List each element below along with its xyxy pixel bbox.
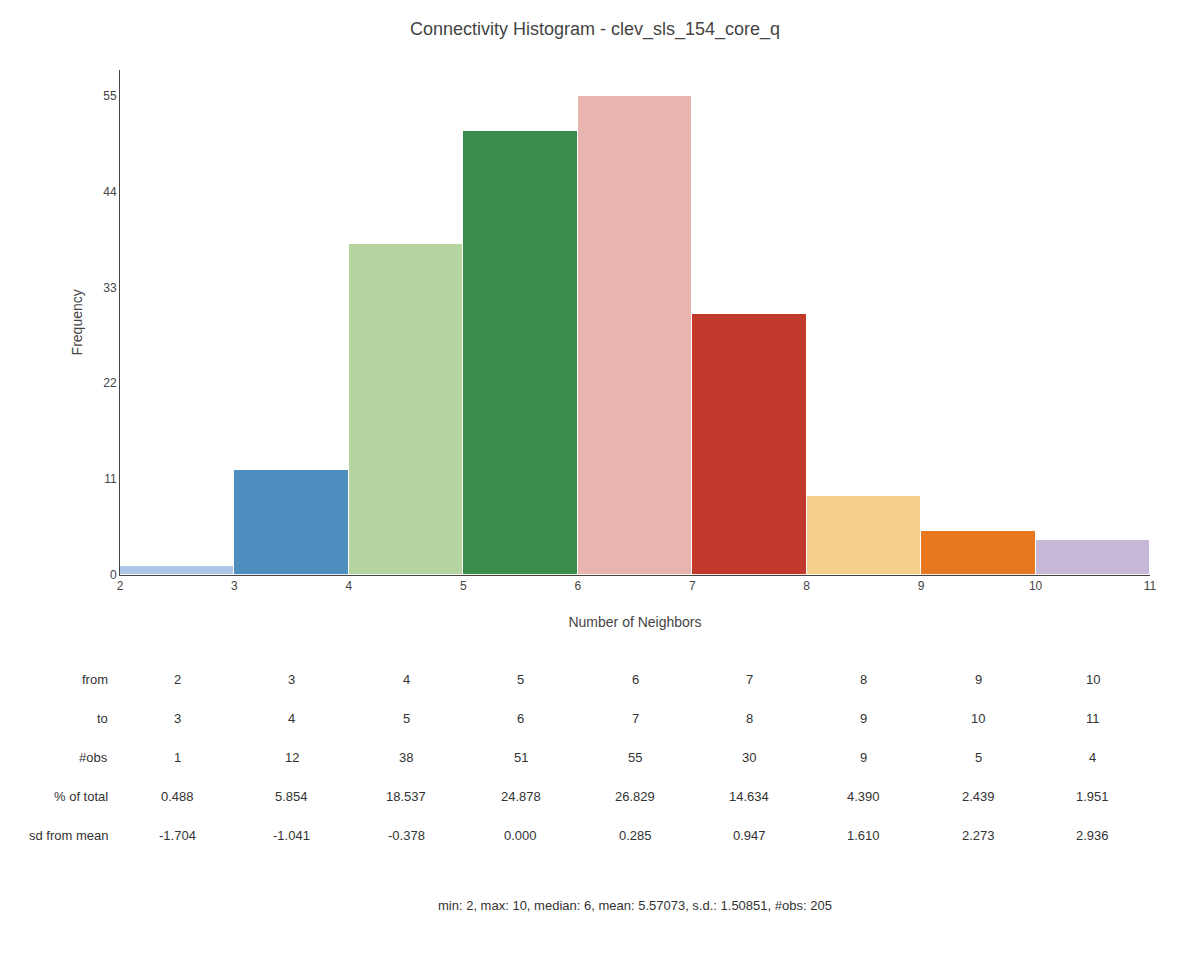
svg-text:0: 0 [110,568,117,582]
svg-text:-1.704: -1.704 [159,828,196,843]
svg-text:11: 11 [1144,579,1157,593]
svg-text:0.000: 0.000 [504,828,537,843]
svg-text:5: 5 [517,672,524,687]
svg-text:0.488: 0.488 [161,789,194,804]
svg-text:18.537: 18.537 [386,789,426,804]
svg-text:6: 6 [632,672,639,687]
svg-text:Frequency: Frequency [69,289,85,355]
svg-text:8: 8 [803,579,810,593]
svg-text:4: 4 [403,672,410,687]
svg-text:9: 9 [860,750,867,765]
svg-text:44: 44 [103,185,117,199]
svg-text:4: 4 [288,711,295,726]
svg-text:7: 7 [689,579,696,593]
svg-text:6: 6 [574,579,581,593]
svg-text:1.951: 1.951 [1076,789,1109,804]
svg-text:1.610: 1.610 [847,828,880,843]
svg-text:9: 9 [860,711,867,726]
svg-text:4: 4 [1089,750,1096,765]
svg-text:8: 8 [746,711,753,726]
svg-text:9: 9 [918,579,925,593]
svg-text:6: 6 [517,711,524,726]
svg-text:11: 11 [104,472,117,486]
svg-text:55: 55 [628,750,642,765]
svg-text:to: to [97,711,108,726]
svg-text:51: 51 [514,750,528,765]
svg-text:11: 11 [1086,711,1100,726]
svg-text:2.439: 2.439 [962,789,995,804]
svg-text:min: 2, max: 10, median: 6, me: min: 2, max: 10, median: 6, mean: 5.5707… [438,898,832,913]
svg-text:3: 3 [231,579,238,593]
svg-text:1: 1 [174,750,181,765]
svg-text:2: 2 [117,579,124,593]
svg-text:10: 10 [971,711,985,726]
svg-text:30: 30 [742,750,756,765]
svg-text:5.854: 5.854 [275,789,308,804]
svg-text:4.390: 4.390 [847,789,880,804]
svg-text:5: 5 [460,579,467,593]
svg-text:2.273: 2.273 [962,828,995,843]
svg-text:38: 38 [399,750,413,765]
svg-text:#obs: #obs [79,750,108,765]
svg-text:% of total: % of total [54,789,108,804]
svg-text:33: 33 [103,281,117,295]
svg-text:5: 5 [975,750,982,765]
svg-text:7: 7 [746,672,753,687]
svg-text:Number of Neighbors: Number of Neighbors [568,614,701,630]
svg-text:4: 4 [346,579,353,593]
svg-text:24.878: 24.878 [501,789,541,804]
svg-text:3: 3 [288,672,295,687]
svg-text:7: 7 [632,711,639,726]
svg-text:55: 55 [103,89,117,103]
svg-text:Connectivity Histogram - clev_: Connectivity Histogram - clev_sls_154_co… [410,19,780,40]
svg-text:12: 12 [285,750,299,765]
svg-text:-1.041: -1.041 [273,828,310,843]
svg-text:0.947: 0.947 [733,828,766,843]
svg-text:sd from mean: sd from mean [29,828,108,843]
svg-text:22: 22 [103,376,117,390]
svg-text:10: 10 [1029,579,1043,593]
svg-text:3: 3 [174,711,181,726]
svg-text:2: 2 [174,672,181,687]
svg-text:10: 10 [1086,672,1100,687]
svg-text:8: 8 [860,672,867,687]
svg-text:2.936: 2.936 [1076,828,1109,843]
svg-text:from: from [82,672,108,687]
svg-text:14.634: 14.634 [729,789,769,804]
svg-text:9: 9 [975,672,982,687]
svg-text:5: 5 [403,711,410,726]
svg-text:-0.378: -0.378 [388,828,425,843]
svg-text:26.829: 26.829 [615,789,655,804]
svg-text:0.285: 0.285 [619,828,652,843]
